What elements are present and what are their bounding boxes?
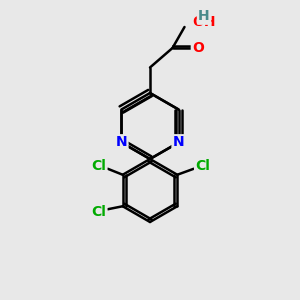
Text: Cl: Cl <box>91 159 106 173</box>
Text: OH: OH <box>192 16 215 29</box>
Text: H: H <box>198 10 210 23</box>
Text: Cl: Cl <box>91 205 106 219</box>
Text: Cl: Cl <box>195 159 210 173</box>
Text: N: N <box>173 136 184 149</box>
Text: O: O <box>192 41 204 55</box>
Text: N: N <box>116 136 127 149</box>
